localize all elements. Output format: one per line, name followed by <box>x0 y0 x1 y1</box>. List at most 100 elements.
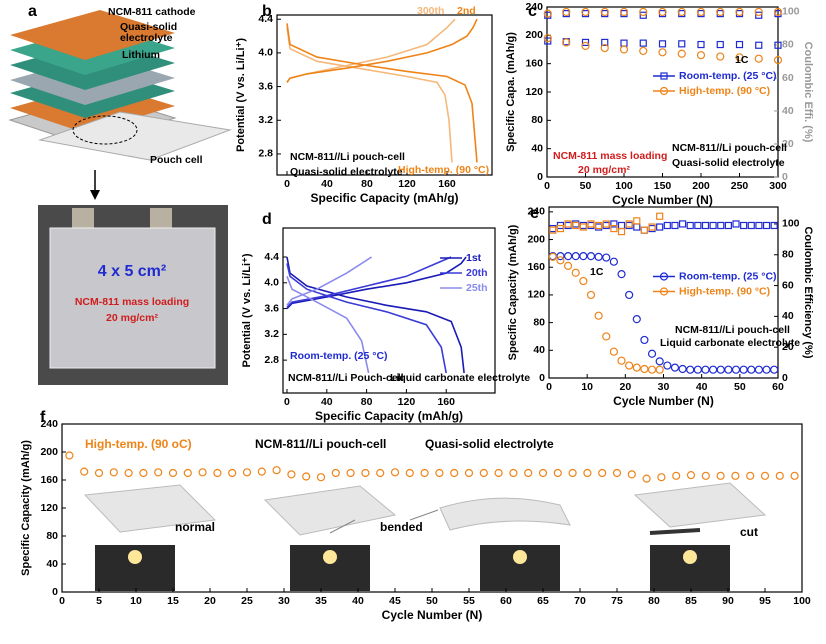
y-axis-label: Potential (V vs. Li/Li⁺) <box>235 38 247 152</box>
y2-tick-label: 20 <box>782 138 794 150</box>
marker <box>633 217 641 225</box>
marker <box>762 365 771 374</box>
x-tick-label: 25 <box>241 595 253 607</box>
marker <box>543 34 552 43</box>
marker <box>625 361 634 370</box>
marker <box>183 468 192 478</box>
marker <box>586 290 596 300</box>
marker <box>524 468 533 478</box>
marker <box>696 51 706 60</box>
legend-label: Room-temp. (25 °C) <box>679 70 777 82</box>
legend-label: Room-temp. (25 °C) <box>679 270 777 282</box>
y-tick-label: 160 <box>40 474 58 486</box>
marker <box>139 468 148 478</box>
y2-axis-label: Coulombic Effi. (%) <box>802 42 814 143</box>
y-tick-label: 40 <box>531 142 543 154</box>
x-tick-label: 45 <box>389 595 401 607</box>
marker <box>213 468 222 478</box>
x-tick-label: 5 <box>96 595 102 607</box>
marker <box>717 221 725 230</box>
plot-frame <box>276 14 493 176</box>
annotation: NCM-811//Li pouch-cell <box>290 151 405 163</box>
marker <box>716 471 725 480</box>
marker <box>609 347 618 356</box>
x-tick-label: 40 <box>352 595 364 607</box>
marker <box>625 220 633 228</box>
marker <box>677 49 686 58</box>
x-tick-label: 70 <box>574 595 586 607</box>
series-line <box>286 256 452 374</box>
legend-label: High-temp. (90 °C) <box>679 85 770 97</box>
marker <box>696 7 706 17</box>
legend-label: High-temp. (90 °C) <box>679 285 770 297</box>
y-tick-label: 160 <box>527 261 545 273</box>
marker <box>724 221 732 230</box>
marker <box>331 468 340 478</box>
y-tick-label: 4.4 <box>264 251 279 263</box>
marker <box>639 46 648 56</box>
marker <box>655 357 664 366</box>
marker <box>571 268 580 277</box>
photo-size: 4 x 5 cm² <box>98 263 166 280</box>
marker <box>602 332 611 341</box>
plot-frame <box>282 227 496 394</box>
marker <box>770 221 778 230</box>
marker <box>361 468 370 478</box>
photo-loading: 20 mg/cm² <box>106 312 158 324</box>
marker <box>716 7 725 17</box>
marker <box>754 54 763 63</box>
x-tick-label: 100 <box>793 595 811 607</box>
marker <box>693 365 702 374</box>
marker <box>656 212 664 220</box>
marker <box>658 7 667 17</box>
marker <box>686 221 694 230</box>
marker <box>686 471 696 480</box>
legend-label: 2nd <box>457 5 476 17</box>
marker <box>124 468 133 478</box>
marker <box>633 223 641 231</box>
x-tick-label: 80 <box>361 396 373 408</box>
layer-label: Quasi-solid <box>120 21 177 33</box>
marker <box>746 471 755 480</box>
x-tick-label: 35 <box>315 595 327 607</box>
x-tick-label: 50 <box>734 381 746 393</box>
marker <box>617 270 626 279</box>
x-tick-label: 40 <box>321 396 333 408</box>
marker <box>405 468 414 478</box>
marker <box>572 220 580 228</box>
x-tick-label: 50 <box>426 595 438 607</box>
marker <box>773 56 783 65</box>
x-tick-label: 30 <box>278 595 290 607</box>
marker <box>678 220 687 228</box>
marker <box>572 221 580 230</box>
marker <box>619 45 629 54</box>
marker <box>732 220 740 228</box>
marker <box>272 466 281 475</box>
marker <box>754 365 764 374</box>
marker <box>198 468 207 477</box>
annotation: NCM-811//Li pouch-cell <box>672 142 787 154</box>
marker <box>755 221 763 230</box>
x-axis-label: Cycle Number (N) <box>612 193 713 207</box>
marker <box>640 226 649 234</box>
photo-loading: NCM-811 mass loading <box>75 296 189 308</box>
x-tick-label: 80 <box>648 595 660 607</box>
marker <box>670 363 680 372</box>
marker <box>563 261 573 270</box>
y-tick-label: 4.0 <box>264 277 279 289</box>
marker <box>494 468 503 478</box>
layer-label: electrolyte <box>120 32 173 44</box>
marker <box>640 226 649 234</box>
marker <box>568 468 577 478</box>
marker <box>602 253 611 262</box>
marker <box>657 473 666 482</box>
marker <box>600 7 609 17</box>
x-tick-label: 10 <box>581 381 593 393</box>
x-tick-label: 0 <box>59 595 65 607</box>
marker <box>740 221 748 230</box>
marker <box>640 335 649 345</box>
y-tick-label: 240 <box>525 1 543 13</box>
x-tick-label: 200 <box>692 180 710 192</box>
marker <box>464 468 474 478</box>
